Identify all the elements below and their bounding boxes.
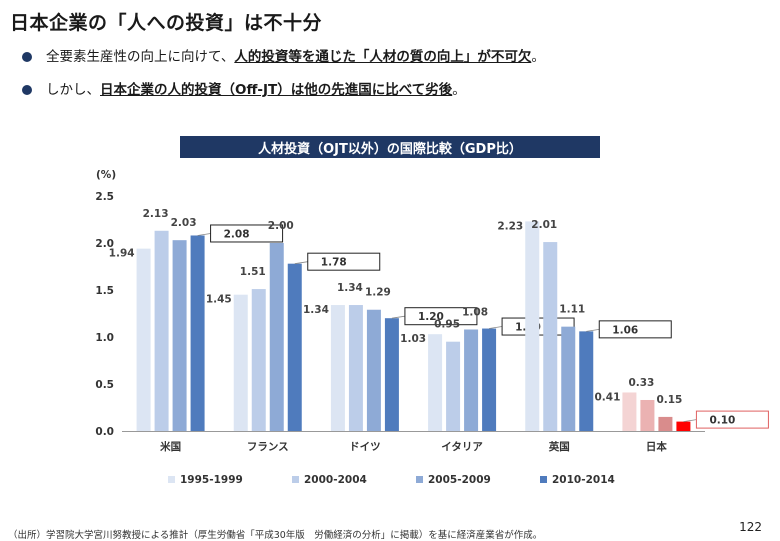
callout-box bbox=[210, 224, 284, 243]
y-axis-unit-label: (%) bbox=[96, 169, 116, 181]
data-label: 1.03 bbox=[400, 333, 426, 345]
data-label: 2.00 bbox=[268, 220, 294, 232]
data-label: 1.20 bbox=[418, 311, 444, 323]
legend-label: 2005-2009 bbox=[428, 474, 491, 486]
bullet-list: 全要素生産性の向上に向けて、人的投資等を通じた「人材の質の向上」が不可欠。 しか… bbox=[22, 48, 545, 114]
bar bbox=[543, 242, 558, 431]
legend-swatch bbox=[292, 476, 299, 483]
legend-swatch bbox=[416, 476, 423, 483]
bar bbox=[428, 334, 443, 431]
bar bbox=[190, 235, 205, 431]
source-note: （出所）学習院大学宮川努教授による推計（厚生労働省「平成30年版 労働経済の分析… bbox=[8, 530, 543, 541]
y-tick-label: 0.5 bbox=[95, 379, 114, 391]
data-label: 1.45 bbox=[206, 294, 232, 306]
category-label: 米国 bbox=[159, 440, 181, 453]
callout-leader-line bbox=[197, 233, 211, 236]
bullet-2-part-3: 。 bbox=[452, 82, 466, 98]
bar bbox=[287, 263, 302, 431]
y-tick-label: 1.5 bbox=[95, 285, 114, 297]
callout-leader-line bbox=[489, 326, 503, 329]
bullet-2-part-2: 日本企業の人的投資（Off-JT）は他の先進国に比べて劣後 bbox=[100, 82, 453, 98]
bullet-item-1: 全要素生産性の向上に向けて、人的投資等を通じた「人材の質の向上」が不可欠。 bbox=[22, 48, 545, 66]
bar bbox=[348, 305, 363, 431]
category-label: ドイツ bbox=[349, 441, 381, 453]
data-label: 1.08 bbox=[462, 306, 488, 318]
data-label: 1.06 bbox=[612, 324, 638, 336]
bar bbox=[622, 392, 637, 431]
data-label: 0.10 bbox=[709, 415, 735, 427]
data-label: 1.78 bbox=[321, 257, 347, 269]
callout-leader-line bbox=[391, 315, 405, 319]
bar-chart: (%) 0.0 0.5 1.0 1.5 2.0 2.5 1.94 2.132.03 2.08 米国 1… bbox=[95, 169, 769, 486]
bullet-1-part-2: 人的投資等を通じた「人材の質の向上」が不可欠 bbox=[234, 49, 532, 65]
data-label: 1.51 bbox=[240, 266, 266, 278]
data-label: 0.15 bbox=[656, 394, 682, 406]
data-label: 2.13 bbox=[143, 208, 169, 220]
legend-swatch bbox=[168, 476, 175, 483]
legend-label: 2000-2004 bbox=[304, 474, 367, 486]
page-title: 日本企業の「人への投資」は不十分 bbox=[10, 12, 323, 34]
bar bbox=[136, 248, 151, 431]
data-label: 2.03 bbox=[171, 217, 197, 229]
category-label: 日本 bbox=[646, 440, 667, 453]
chart-title: 人材投資（OJT以外）の国際比較（GDP比） bbox=[180, 136, 600, 158]
legend-label: 2010-2014 bbox=[552, 474, 615, 486]
bar bbox=[269, 243, 284, 431]
callout-box bbox=[404, 307, 478, 326]
page-number: 122 bbox=[739, 520, 762, 534]
data-label: 1.34 bbox=[337, 282, 363, 294]
data-label: 2.08 bbox=[224, 228, 250, 240]
bar bbox=[446, 341, 461, 431]
callout-box bbox=[307, 252, 381, 271]
bar bbox=[579, 331, 594, 431]
bar bbox=[482, 328, 497, 431]
data-label: 0.41 bbox=[594, 391, 620, 403]
bullet-item-2: しかし、日本企業の人的投資（Off-JT）は他の先進国に比べて劣後。 bbox=[22, 81, 545, 99]
bullet-1-part-1: 全要素生産性の向上に向けて、 bbox=[46, 49, 235, 65]
data-label: 1.94 bbox=[109, 248, 135, 260]
bar bbox=[561, 326, 576, 431]
bar bbox=[233, 294, 248, 431]
callout-leader-line bbox=[683, 419, 697, 422]
callout-box bbox=[695, 410, 769, 429]
bar bbox=[464, 329, 479, 431]
data-label: 0.95 bbox=[434, 319, 460, 331]
data-label: 2.23 bbox=[497, 220, 523, 232]
bar bbox=[384, 318, 399, 431]
bar bbox=[366, 309, 381, 431]
bar bbox=[330, 305, 345, 431]
bullet-1-part-3: 。 bbox=[531, 49, 545, 65]
category-label: イタリア bbox=[441, 441, 483, 453]
callout-leader-line bbox=[586, 328, 600, 332]
category-label: 英国 bbox=[548, 440, 570, 453]
bullet-2-part-1: しかし、 bbox=[46, 82, 100, 98]
legend-label: 1995-1999 bbox=[180, 474, 243, 486]
legend-swatch bbox=[540, 476, 547, 483]
bar bbox=[154, 230, 169, 431]
data-label: 1.29 bbox=[365, 287, 391, 299]
data-label: 1.11 bbox=[559, 304, 585, 316]
bar bbox=[676, 421, 691, 431]
bar bbox=[640, 399, 655, 431]
callout-leader-line bbox=[294, 261, 308, 265]
data-label: 0.33 bbox=[628, 377, 654, 389]
y-tick-label: 1.0 bbox=[95, 332, 114, 344]
bar bbox=[525, 221, 540, 431]
y-tick-label: 2.5 bbox=[95, 191, 114, 203]
bar bbox=[172, 240, 187, 431]
bar bbox=[658, 416, 673, 431]
data-label: 1.34 bbox=[303, 304, 329, 316]
category-label: フランス bbox=[247, 441, 289, 453]
callout-box bbox=[598, 320, 672, 339]
bar bbox=[251, 289, 266, 431]
data-label: 2.01 bbox=[531, 219, 557, 231]
y-tick-label: 2.0 bbox=[95, 238, 114, 250]
y-tick-label: 0.0 bbox=[95, 426, 114, 438]
